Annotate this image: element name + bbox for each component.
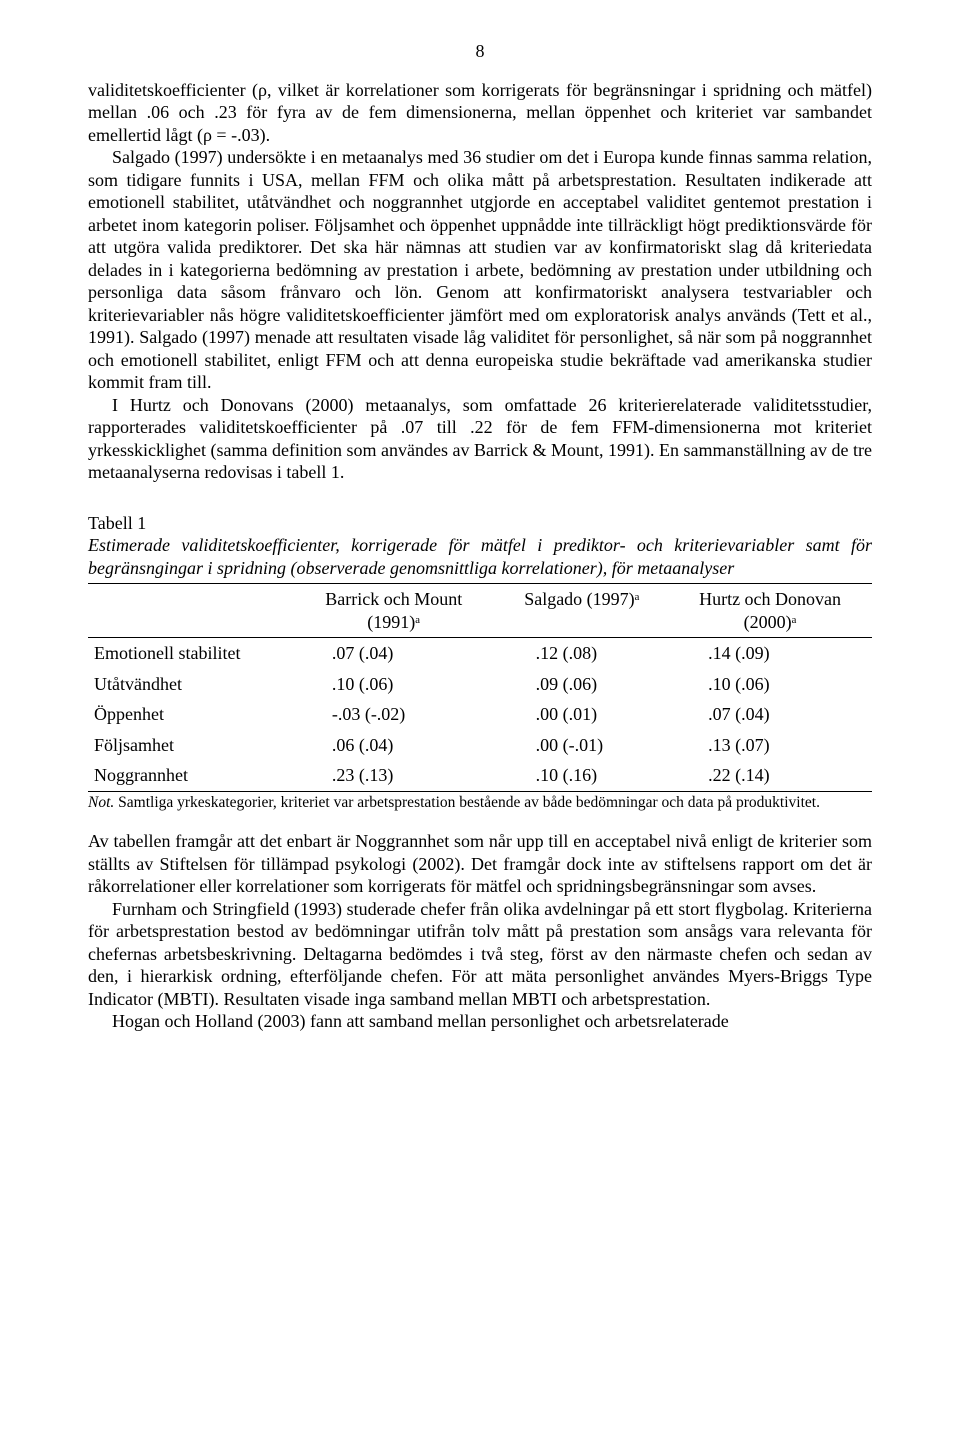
table-cell: .10 (.06) xyxy=(668,669,872,700)
table-header-text: Barrick och Mount xyxy=(325,589,462,609)
table-header: Barrick och Mount (1991)ᵃ xyxy=(292,584,496,638)
table-cell-label: Noggrannhet xyxy=(88,760,292,791)
table-cell: .07 (.04) xyxy=(292,638,496,669)
page-number: 8 xyxy=(88,40,872,63)
table-cell: .09 (.06) xyxy=(496,669,668,700)
table-cell-label: Öppenhet xyxy=(88,699,292,730)
table-header xyxy=(88,584,292,638)
table-row: Utåtvändhet .10 (.06) .09 (.06) .10 (.06… xyxy=(88,669,872,700)
table-header-row: Barrick och Mount (1991)ᵃ Salgado (1997)… xyxy=(88,584,872,638)
table-cell: .22 (.14) xyxy=(668,760,872,791)
table-cell: .10 (.06) xyxy=(292,669,496,700)
table-cell: .06 (.04) xyxy=(292,730,496,761)
table-row: Emotionell stabilitet .07 (.04) .12 (.08… xyxy=(88,638,872,669)
table-cell: .13 (.07) xyxy=(668,730,872,761)
paragraph: Av tabellen framgår att det enbart är No… xyxy=(88,830,872,898)
table-cell: .10 (.16) xyxy=(496,760,668,791)
table-block: Tabell 1 Estimerade validitetskoefficien… xyxy=(88,512,872,813)
table-header-text: Hurtz och Donovan xyxy=(699,589,841,609)
table-header-text: (2000)ᵃ xyxy=(744,612,797,632)
paragraph: Salgado (1997) undersökte i en metaanaly… xyxy=(88,146,872,394)
table-cell-label: Följsamhet xyxy=(88,730,292,761)
table-row: Noggrannhet .23 (.13) .10 (.16) .22 (.14… xyxy=(88,760,872,791)
table-cell: .00 (-.01) xyxy=(496,730,668,761)
table-cell: -.03 (-.02) xyxy=(292,699,496,730)
validity-table: Barrick och Mount (1991)ᵃ Salgado (1997)… xyxy=(88,583,872,792)
table-label: Tabell 1 xyxy=(88,512,872,535)
paragraph: Furnham och Stringfield (1993) studerade… xyxy=(88,898,872,1011)
table-note-text: Samtliga yrkeskategorier, kriteriet var … xyxy=(114,794,820,811)
page: 8 validitetskoefficienter (ρ, vilket är … xyxy=(0,0,960,1452)
table-cell: .14 (.09) xyxy=(668,638,872,669)
paragraph: I Hurtz och Donovans (2000) metaanalys, … xyxy=(88,394,872,484)
table-cell-label: Utåtvändhet xyxy=(88,669,292,700)
table-note-label: Not. xyxy=(88,794,114,811)
table-cell-label: Emotionell stabilitet xyxy=(88,638,292,669)
table-header: Hurtz och Donovan (2000)ᵃ xyxy=(668,584,872,638)
table-cell: .23 (.13) xyxy=(292,760,496,791)
table-row: Följsamhet .06 (.04) .00 (-.01) .13 (.07… xyxy=(88,730,872,761)
table-header: Salgado (1997)ᵃ xyxy=(496,584,668,638)
paragraph: Hogan och Holland (2003) fann att samban… xyxy=(88,1010,872,1033)
table-cell: .12 (.08) xyxy=(496,638,668,669)
table-cell: .00 (.01) xyxy=(496,699,668,730)
paragraph: validitetskoefficienter (ρ, vilket är ko… xyxy=(88,79,872,147)
table-cell: .07 (.04) xyxy=(668,699,872,730)
table-caption: Estimerade validitetskoefficienter, korr… xyxy=(88,534,872,579)
table-row: Öppenhet -.03 (-.02) .00 (.01) .07 (.04) xyxy=(88,699,872,730)
table-note: Not. Samtliga yrkeskategorier, kriteriet… xyxy=(88,794,872,813)
table-header-text: (1991)ᵃ xyxy=(367,612,420,632)
